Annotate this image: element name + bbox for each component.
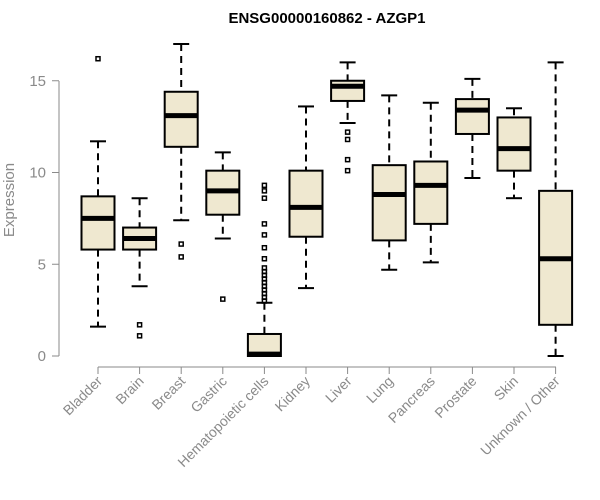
outlier-point bbox=[178, 254, 184, 260]
box-group bbox=[538, 61, 574, 357]
box-group bbox=[330, 61, 366, 174]
box-group bbox=[163, 43, 199, 260]
outlier-point bbox=[261, 232, 268, 238]
iqr-box bbox=[454, 98, 490, 135]
y-tick-label: 10 bbox=[29, 165, 46, 182]
iqr-box bbox=[413, 160, 449, 225]
x-tick-label: Skin bbox=[491, 373, 522, 404]
y-tick-label: 5 bbox=[38, 256, 46, 273]
outlier-point bbox=[261, 188, 268, 194]
outlier-point bbox=[261, 221, 268, 227]
outlier-point bbox=[136, 333, 143, 339]
outlier-point bbox=[261, 182, 268, 189]
box-group bbox=[288, 105, 324, 290]
outlier-point bbox=[220, 296, 226, 302]
outlier-point bbox=[344, 136, 351, 143]
x-tick-label: Breast bbox=[148, 373, 188, 413]
outlier-point bbox=[95, 55, 101, 62]
box-group bbox=[80, 55, 116, 328]
x-tick-label: Liver bbox=[322, 373, 355, 406]
outlier-point bbox=[136, 322, 143, 328]
iqr-box bbox=[496, 116, 532, 172]
iqr-box bbox=[80, 195, 116, 251]
y-tick-label: 0 bbox=[38, 348, 46, 365]
box-group bbox=[246, 182, 282, 358]
y-axis-label: Expression bbox=[1, 163, 18, 237]
x-tick-label: Unknown / Other bbox=[477, 373, 563, 459]
x-tick-label: Brain bbox=[112, 373, 146, 407]
outlier-point bbox=[344, 167, 351, 174]
outlier-point bbox=[261, 195, 268, 201]
chart-title: ENSG00000160862 - AZGP1 bbox=[228, 10, 425, 27]
outlier-point bbox=[261, 244, 268, 251]
outlier-point bbox=[344, 129, 351, 135]
iqr-box bbox=[371, 164, 407, 242]
box-group bbox=[205, 151, 241, 302]
x-tick-label: Kidney bbox=[272, 373, 314, 415]
box-group bbox=[122, 197, 158, 339]
boxes bbox=[80, 43, 574, 358]
x-tick-label: Bladder bbox=[60, 373, 106, 419]
box-group bbox=[371, 94, 407, 271]
outlier-point bbox=[261, 265, 268, 271]
iqr-box bbox=[163, 90, 199, 148]
y-axis-ticks: 0 5 10 15 bbox=[29, 73, 59, 365]
box-group bbox=[496, 107, 532, 200]
outlier-point bbox=[178, 241, 184, 247]
iqr-box bbox=[288, 169, 324, 238]
x-tick-label: Prostate bbox=[431, 373, 479, 421]
x-tick-label: Lung bbox=[363, 373, 396, 406]
outlier-point bbox=[344, 156, 351, 163]
box-group bbox=[413, 101, 449, 264]
outlier-point bbox=[261, 255, 268, 262]
box-group bbox=[454, 77, 490, 180]
y-tick-label: 15 bbox=[29, 73, 46, 90]
